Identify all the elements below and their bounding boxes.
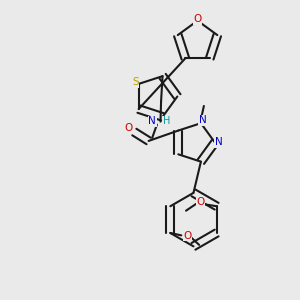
Text: N: N [148,116,156,126]
Text: O: O [196,197,204,207]
Text: O: O [183,231,191,241]
Text: N: N [214,137,222,147]
Text: O: O [124,124,133,134]
Text: S: S [132,77,139,87]
Text: N: N [199,115,206,125]
Text: O: O [194,14,202,24]
Text: H: H [163,116,170,126]
